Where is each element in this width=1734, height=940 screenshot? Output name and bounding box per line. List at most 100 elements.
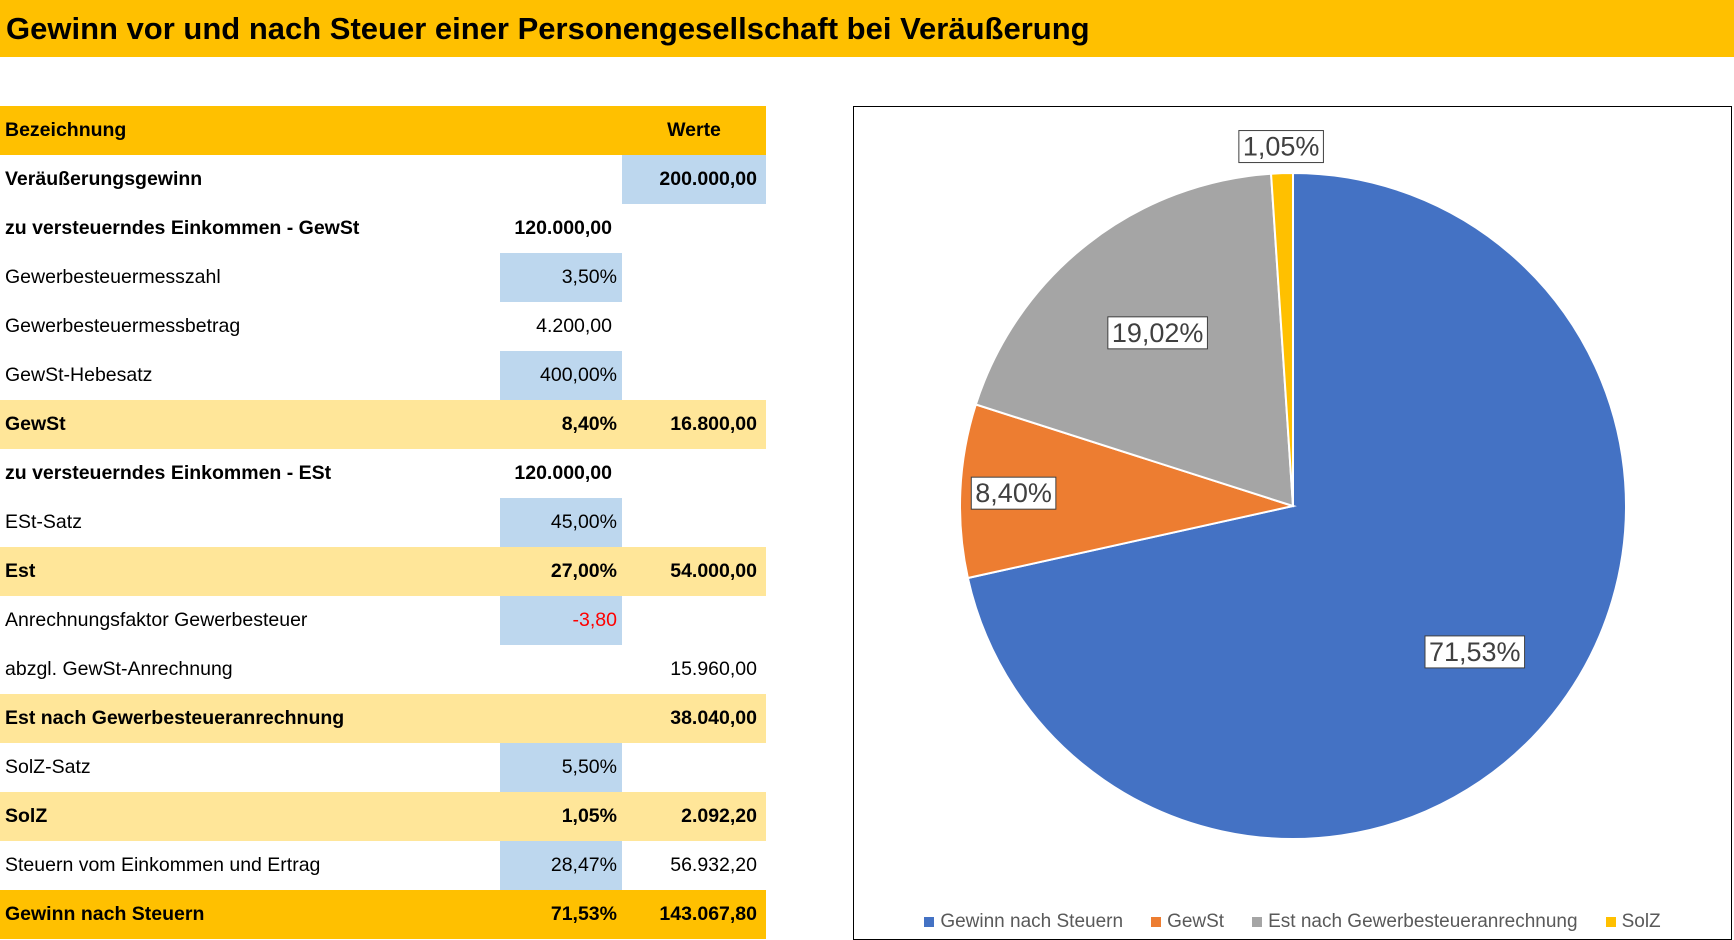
row-rate-cell[interactable]: 3,50% [500, 253, 622, 302]
row-value-cell[interactable] [622, 498, 766, 547]
row-value-cell[interactable]: 143.067,80 [622, 890, 766, 939]
row-value-cell[interactable] [622, 204, 766, 253]
row-value-cell[interactable] [622, 302, 766, 351]
row-label[interactable]: SolZ [0, 792, 500, 841]
row-label[interactable]: Gewerbesteuermesszahl [5, 266, 221, 288]
row-label[interactable]: ESt-Satz [5, 511, 82, 533]
row-gewst: GewSt 8,40% 16.800,00 [0, 400, 766, 449]
row-value-cell[interactable] [622, 449, 766, 498]
pie-data-label-3: 19,02% [1107, 316, 1208, 350]
row-value-cell[interactable] [622, 596, 766, 645]
row-rate-cell[interactable]: 71,53% [500, 890, 622, 939]
title-bar: Gewinn vor und nach Steuer einer Persone… [0, 0, 1734, 57]
row-rate-cell[interactable] [500, 645, 622, 694]
row-value-cell[interactable]: 56.932,20 [670, 854, 757, 876]
legend-entry-2[interactable]: GewSt [1151, 911, 1224, 933]
row-solz-satz: SolZ-Satz 5,50% [0, 743, 766, 792]
row-label[interactable]: Steuern vom Einkommen und Ertrag [5, 854, 321, 876]
row-gewst-anrechnung: abzgl. GewSt-Anrechnung 15.960,00 [0, 645, 766, 694]
row-value-cell[interactable]: 54.000,00 [622, 547, 766, 596]
pie-chart-plot: 71,53% 8,40% 19,02% 1,05% [959, 130, 1627, 840]
row-rate-cell[interactable]: 8,40% [500, 400, 622, 449]
legend-entry-3[interactable]: Est nach Gewerbesteueranrechnung [1252, 911, 1578, 933]
legend-label: Gewinn nach Steuern [940, 911, 1124, 932]
row-est-satz: ESt-Satz 45,00% [0, 498, 766, 547]
row-rate-cell[interactable]: 120.000,00 [514, 462, 612, 484]
row-label[interactable]: Est nach Gewerbesteueranrechnung [0, 694, 500, 743]
pie-data-label-box [970, 476, 1057, 510]
legend-swatch [1151, 917, 1162, 927]
row-label[interactable]: zu versteuerndes Einkommen - ESt [5, 462, 332, 484]
pie-data-label-1: 71,53% [1424, 635, 1526, 669]
row-label[interactable]: abzgl. GewSt-Anrechnung [5, 658, 233, 680]
row-rate-cell[interactable]: 1,05% [500, 792, 622, 841]
row-rate-cell[interactable] [500, 155, 622, 204]
legend-swatch [1605, 917, 1616, 927]
legend-swatch [924, 917, 935, 927]
row-rate-cell[interactable]: 400,00% [500, 351, 622, 400]
pie-data-label-2: 8,40% [970, 476, 1057, 510]
legend-label: SolZ [1621, 911, 1661, 932]
legend-swatch [1252, 917, 1263, 927]
pie-chart[interactable]: 71,53% 8,40% 19,02% 1,05% Gewinn nach Steue… [853, 106, 1732, 940]
row-gewerbesteuermessbetrag: Gewerbesteuermessbetrag 4.200,00 [0, 302, 766, 351]
row-value-cell[interactable] [622, 743, 766, 792]
row-rate-cell[interactable]: 27,00% [500, 547, 622, 596]
pie-slice-1[interactable] [966, 171, 1627, 840]
header-werte[interactable]: Werte [622, 106, 766, 155]
row-gewst-hebesatz: GewSt-Hebesatz 400,00% [0, 351, 766, 400]
row-value-cell[interactable]: 2.092,20 [622, 792, 766, 841]
tax-calculation-table: Bezeichnung Werte Veräußerungsgewinn 200… [0, 106, 766, 939]
legend-label: GewSt [1167, 911, 1225, 932]
row-value-cell[interactable]: 38.040,00 [622, 694, 766, 743]
legend-entry-1[interactable]: Gewinn nach Steuern [924, 911, 1123, 933]
row-rate-cell[interactable]: 5,50% [500, 743, 622, 792]
row-label[interactable]: GewSt [0, 400, 500, 449]
header-empty-cell[interactable] [500, 106, 622, 155]
pie-data-label-text: 19,02% [1112, 318, 1204, 348]
pie-data-label-4: 1,05% [1238, 130, 1324, 164]
row-label[interactable]: GewSt-Hebesatz [5, 364, 153, 386]
legend-entry-4[interactable]: SolZ [1605, 911, 1661, 933]
pie-data-label-text: 1,05% [1243, 132, 1320, 162]
row-gewinn-nach-steuern: Gewinn nach Steuern 71,53% 143.067,80 [0, 890, 766, 939]
pie-data-label-box [1238, 130, 1324, 164]
row-zve-gewst: zu versteuerndes Einkommen - GewSt 120.0… [0, 204, 766, 253]
row-rate-cell[interactable]: 4.200,00 [536, 315, 612, 337]
row-est: Est 27,00% 54.000,00 [0, 547, 766, 596]
row-solz: SolZ 1,05% 2.092,20 [0, 792, 766, 841]
pie-data-label-text: 8,40% [975, 478, 1052, 508]
row-rate-cell[interactable]: 28,47% [500, 841, 622, 890]
page-title: Gewinn vor und nach Steuer einer Persone… [6, 11, 1090, 46]
row-label[interactable]: SolZ-Satz [5, 756, 91, 778]
row-label[interactable]: Gewinn nach Steuern [0, 890, 500, 939]
row-label[interactable]: zu versteuerndes Einkommen - GewSt [5, 217, 360, 239]
legend-label: Est nach Gewerbesteueranrechnung [1268, 911, 1578, 932]
row-est-nach-anrechnung: Est nach Gewerbesteueranrechnung 38.040,… [0, 694, 766, 743]
pie-slice-2[interactable] [959, 403, 1297, 580]
row-rate-cell[interactable]: 45,00% [500, 498, 622, 547]
row-value-cell[interactable]: 16.800,00 [622, 400, 766, 449]
pie-slice-4[interactable] [1269, 171, 1294, 507]
pie-data-label-text: 71,53% [1429, 637, 1521, 667]
row-value-cell[interactable] [622, 351, 766, 400]
row-veraeusserungsgewinn: Veräußerungsgewinn 200.000,00 [0, 155, 766, 204]
row-value-cell[interactable]: 200.000,00 [622, 155, 766, 204]
row-anrechnungsfaktor: Anrechnungsfaktor Gewerbesteuer -3,80 [0, 596, 766, 645]
row-rate-cell[interactable] [500, 694, 622, 743]
row-value-cell[interactable] [622, 253, 766, 302]
table-header-row: Bezeichnung Werte [0, 106, 766, 155]
pie-data-label-box [1424, 635, 1526, 669]
chart-legend[interactable]: Gewinn nach Steuern GewSt Est nach Gewerbe… [854, 907, 1731, 937]
row-label[interactable]: Anrechnungsfaktor Gewerbesteuer [5, 609, 308, 631]
row-label[interactable]: Est [0, 547, 500, 596]
row-rate-cell[interactable]: -3,80 [500, 596, 622, 645]
row-rate-cell[interactable]: 120.000,00 [514, 217, 612, 239]
header-bezeichnung[interactable]: Bezeichnung [0, 106, 500, 155]
row-label[interactable]: Veräußerungsgewinn [5, 168, 203, 190]
pie-data-label-box [1107, 316, 1208, 350]
row-value-cell[interactable]: 15.960,00 [670, 658, 757, 680]
row-gewerbesteuermesszahl: Gewerbesteuermesszahl 3,50% [0, 253, 766, 302]
row-zve-est: zu versteuerndes Einkommen - ESt 120.000… [0, 449, 766, 498]
row-label[interactable]: Gewerbesteuermessbetrag [5, 315, 241, 337]
